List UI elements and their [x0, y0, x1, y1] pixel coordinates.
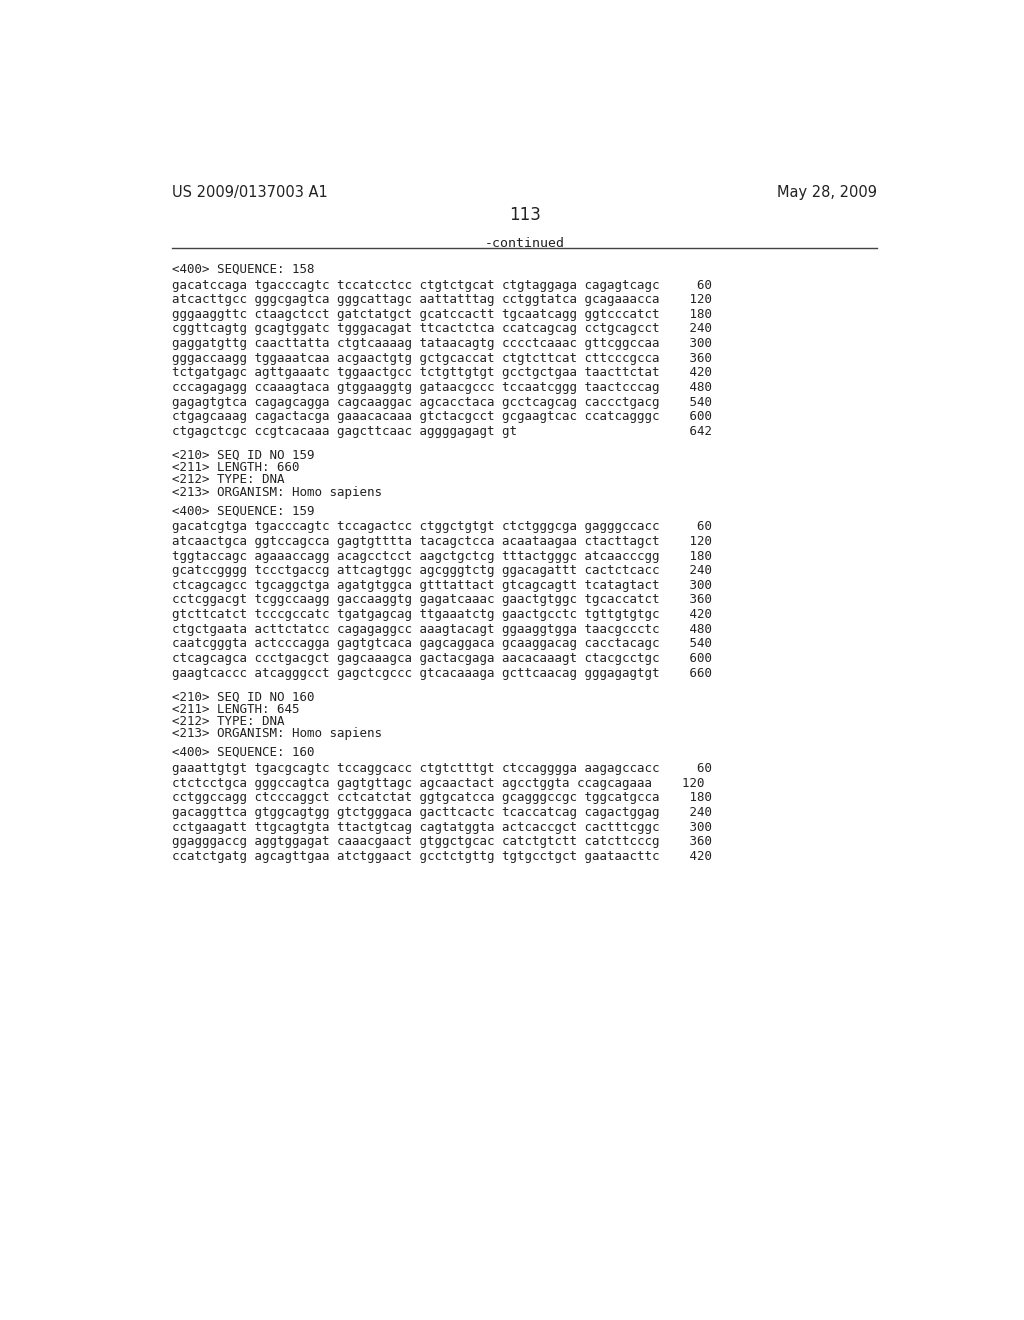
Text: gaggatgttg caacttatta ctgtcaaaag tataacagtg cccctcaaac gttcggccaa    300: gaggatgttg caacttatta ctgtcaaaag tataaca…	[172, 337, 712, 350]
Text: US 2009/0137003 A1: US 2009/0137003 A1	[172, 185, 328, 201]
Text: gacatcgtga tgacccagtc tccagactcc ctggctgtgt ctctgggcga gagggccacc     60: gacatcgtga tgacccagtc tccagactcc ctggctg…	[172, 520, 712, 533]
Text: ccatctgatg agcagttgaa atctggaact gcctctgttg tgtgcctgct gaataacttc    420: ccatctgatg agcagttgaa atctggaact gcctctg…	[172, 850, 712, 863]
Text: ggagggaccg aggtggagat caaacgaact gtggctgcac catctgtctt catcttcccg    360: ggagggaccg aggtggagat caaacgaact gtggctg…	[172, 836, 712, 849]
Text: <400> SEQUENCE: 158: <400> SEQUENCE: 158	[172, 263, 314, 276]
Text: cggttcagtg gcagtggatc tgggacagat ttcactctca ccatcagcag cctgcagcct    240: cggttcagtg gcagtggatc tgggacagat ttcactc…	[172, 322, 712, 335]
Text: <212> TYPE: DNA: <212> TYPE: DNA	[172, 474, 285, 486]
Text: <210> SEQ ID NO 159: <210> SEQ ID NO 159	[172, 449, 314, 462]
Text: gagagtgtca cagagcagga cagcaaggac agcacctaca gcctcagcag caccctgacg    540: gagagtgtca cagagcagga cagcaaggac agcacct…	[172, 396, 712, 409]
Text: <211> LENGTH: 660: <211> LENGTH: 660	[172, 461, 300, 474]
Text: cctcggacgt tcggccaagg gaccaaggtg gagatcaaac gaactgtggc tgcaccatct    360: cctcggacgt tcggccaagg gaccaaggtg gagatca…	[172, 594, 712, 606]
Text: tctgatgagc agttgaaatc tggaactgcc tctgttgtgt gcctgctgaa taacttctat    420: tctgatgagc agttgaaatc tggaactgcc tctgttg…	[172, 367, 712, 379]
Text: <212> TYPE: DNA: <212> TYPE: DNA	[172, 715, 285, 729]
Text: 113: 113	[509, 206, 541, 224]
Text: cctggccagg ctcccaggct cctcatctat ggtgcatcca gcagggccgc tggcatgcca    180: cctggccagg ctcccaggct cctcatctat ggtgcat…	[172, 792, 712, 804]
Text: cctgaagatt ttgcagtgta ttactgtcag cagtatggta actcaccgct cactttcggc    300: cctgaagatt ttgcagtgta ttactgtcag cagtatg…	[172, 821, 712, 834]
Text: <210> SEQ ID NO 160: <210> SEQ ID NO 160	[172, 690, 314, 704]
Text: -continued: -continued	[484, 238, 565, 249]
Text: atcacttgcc gggcgagtca gggcattagc aattatttag cctggtatca gcagaaacca    120: atcacttgcc gggcgagtca gggcattagc aattatt…	[172, 293, 712, 306]
Text: gggaaggttc ctaagctcct gatctatgct gcatccactt tgcaatcagg ggtcccatct    180: gggaaggttc ctaagctcct gatctatgct gcatcca…	[172, 308, 712, 321]
Text: <211> LENGTH: 645: <211> LENGTH: 645	[172, 702, 300, 715]
Text: <213> ORGANISM: Homo sapiens: <213> ORGANISM: Homo sapiens	[172, 486, 382, 499]
Text: caatcgggta actcccagga gagtgtcaca gagcaggaca gcaaggacag cacctacagc    540: caatcgggta actcccagga gagtgtcaca gagcagg…	[172, 638, 712, 651]
Text: ctgagcaaag cagactacga gaaacacaaa gtctacgcct gcgaagtcac ccatcagggc    600: ctgagcaaag cagactacga gaaacacaaa gtctacg…	[172, 411, 712, 424]
Text: <213> ORGANISM: Homo sapiens: <213> ORGANISM: Homo sapiens	[172, 727, 382, 741]
Text: gtcttcatct tcccgccatc tgatgagcag ttgaaatctg gaactgcctc tgttgtgtgc    420: gtcttcatct tcccgccatc tgatgagcag ttgaaat…	[172, 609, 712, 622]
Text: ctctcctgca gggccagtca gagtgttagc agcaactact agcctggta ccagcagaaa    120: ctctcctgca gggccagtca gagtgttagc agcaact…	[172, 776, 705, 789]
Text: gacatccaga tgacccagtc tccatcctcc ctgtctgcat ctgtaggaga cagagtcagc     60: gacatccaga tgacccagtc tccatcctcc ctgtctg…	[172, 279, 712, 292]
Text: <400> SEQUENCE: 159: <400> SEQUENCE: 159	[172, 504, 314, 517]
Text: ctcagcagcc tgcaggctga agatgtggca gtttattact gtcagcagtt tcatagtact    300: ctcagcagcc tgcaggctga agatgtggca gtttatt…	[172, 579, 712, 591]
Text: ctgagctcgc ccgtcacaaa gagcttcaac aggggagagt gt                       642: ctgagctcgc ccgtcacaaa gagcttcaac aggggag…	[172, 425, 712, 438]
Text: May 28, 2009: May 28, 2009	[777, 185, 878, 201]
Text: ctcagcagca ccctgacgct gagcaaagca gactacgaga aacacaaagt ctacgcctgc    600: ctcagcagca ccctgacgct gagcaaagca gactacg…	[172, 652, 712, 665]
Text: tggtaccagc agaaaccagg acagcctcct aagctgctcg tttactgggc atcaacccgg    180: tggtaccagc agaaaccagg acagcctcct aagctgc…	[172, 549, 712, 562]
Text: gaaattgtgt tgacgcagtc tccaggcacc ctgtctttgt ctccagggga aagagccacc     60: gaaattgtgt tgacgcagtc tccaggcacc ctgtctt…	[172, 762, 712, 775]
Text: ctgctgaata acttctatcc cagagaggcc aaagtacagt ggaaggtgga taacgccctc    480: ctgctgaata acttctatcc cagagaggcc aaagtac…	[172, 623, 712, 636]
Text: gaagtcaccc atcagggcct gagctcgccc gtcacaaaga gcttcaacag gggagagtgt    660: gaagtcaccc atcagggcct gagctcgccc gtcacaa…	[172, 667, 712, 680]
Text: gggaccaagg tggaaatcaa acgaactgtg gctgcaccat ctgtcttcat cttcccgcca    360: gggaccaagg tggaaatcaa acgaactgtg gctgcac…	[172, 351, 712, 364]
Text: <400> SEQUENCE: 160: <400> SEQUENCE: 160	[172, 746, 314, 759]
Text: atcaactgca ggtccagcca gagtgtttta tacagctcca acaataagaa ctacttagct    120: atcaactgca ggtccagcca gagtgtttta tacagct…	[172, 535, 712, 548]
Text: gacaggttca gtggcagtgg gtctgggaca gacttcactc tcaccatcag cagactggag    240: gacaggttca gtggcagtgg gtctgggaca gacttca…	[172, 807, 712, 818]
Text: gcatccgggg tccctgaccg attcagtggc agcgggtctg ggacagattt cactctcacc    240: gcatccgggg tccctgaccg attcagtggc agcgggt…	[172, 564, 712, 577]
Text: cccagagagg ccaaagtaca gtggaaggtg gataacgccc tccaatcggg taactcccag    480: cccagagagg ccaaagtaca gtggaaggtg gataacg…	[172, 381, 712, 393]
